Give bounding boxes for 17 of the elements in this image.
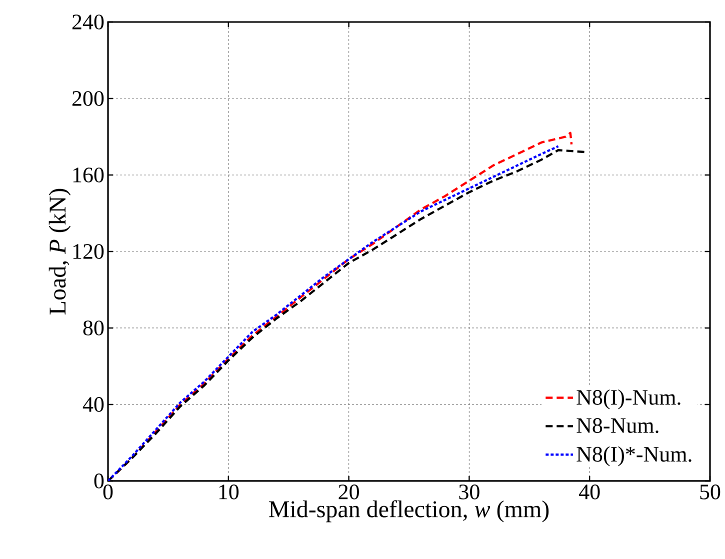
x-tick-label: 50 xyxy=(700,484,720,500)
y-tick-label: 0 xyxy=(94,474,104,488)
y-axis-title: Load, P (kN) xyxy=(48,188,71,314)
legend-label: N8(I)-Num. xyxy=(576,389,680,410)
legend-label: N8-Num. xyxy=(576,418,658,434)
x-axis-title: Mid-span deflection, w (mm) xyxy=(269,500,549,522)
x-tick-label: 40 xyxy=(579,484,600,500)
y-tick-label: 80 xyxy=(83,320,104,336)
legend-label: N8(I)*-Num. xyxy=(576,446,692,466)
y-tick-label: 40 xyxy=(82,397,104,412)
y-tick-label: 120 xyxy=(73,244,104,259)
y-tick-label: 160 xyxy=(73,168,104,182)
x-tick-label: 10 xyxy=(219,484,239,500)
x-tick-label: 30 xyxy=(459,484,480,500)
x-tick-label: 20 xyxy=(338,484,359,500)
y-tick-label: 240 xyxy=(72,14,104,30)
y-tick-label: 200 xyxy=(72,91,104,106)
